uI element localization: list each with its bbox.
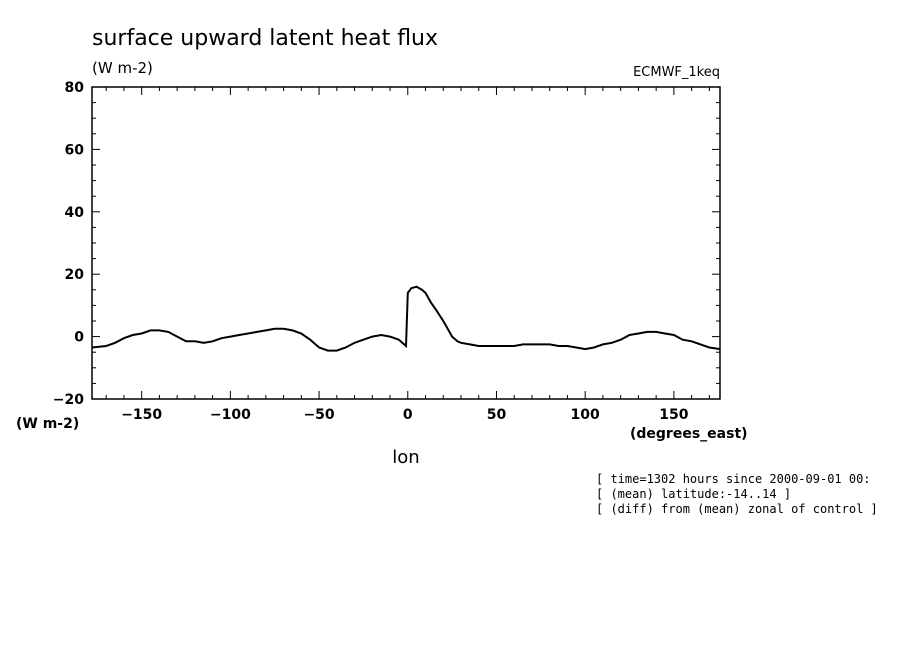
y-tick-label: 20 xyxy=(65,267,85,283)
tick-marks xyxy=(92,86,720,400)
x-tick-label: −100 xyxy=(210,407,251,423)
annotation-diff: [ (diff) from (mean) zonal of control ] xyxy=(596,502,878,516)
x-axis-units: (degrees_east) xyxy=(630,426,748,442)
x-axis-label: lon xyxy=(392,447,419,468)
y-tick-label: 80 xyxy=(65,80,85,96)
annotation-time: [ time=1302 hours since 2000-09-01 00: xyxy=(596,472,871,486)
plot-frame xyxy=(91,86,721,400)
x-tick-label: 150 xyxy=(659,407,688,423)
x-tick-label: 50 xyxy=(487,407,507,423)
x-tick-label: 0 xyxy=(403,407,413,423)
x-tick-labels: −150 −100 −50 0 50 100 150 xyxy=(121,407,689,423)
y-axis-units: (W m-2) xyxy=(16,416,79,432)
series-line xyxy=(91,285,721,352)
chart-title: surface upward latent heat flux xyxy=(92,26,438,51)
dataset-label: ECMWF_1keq xyxy=(633,65,720,80)
annotation-latitude: [ (mean) latitude:-14..14 ] xyxy=(596,487,791,501)
y-tick-label: 60 xyxy=(65,142,85,158)
y-tick-labels: −20 0 20 40 60 80 xyxy=(53,80,84,408)
x-tick-label: −150 xyxy=(121,407,162,423)
y-tick-label: 0 xyxy=(74,330,84,346)
y-tick-label: 40 xyxy=(65,205,85,221)
x-tick-label: −50 xyxy=(303,407,334,423)
y-tick-label: −20 xyxy=(53,392,84,408)
chart-units: (W m-2) xyxy=(92,59,153,77)
x-tick-label: 100 xyxy=(571,407,600,423)
